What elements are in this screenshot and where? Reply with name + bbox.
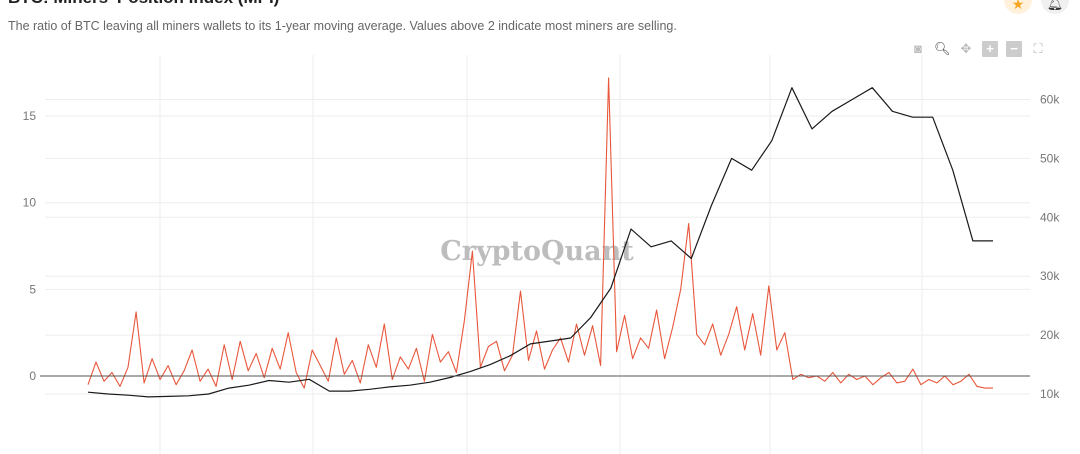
- bell-icon: 🔔︎: [1046, 0, 1064, 11]
- chart-subtitle: The ratio of BTC leaving all miners wall…: [8, 19, 677, 33]
- right-tick-label: 30k: [1040, 269, 1060, 283]
- chart-toolbar: ◙ 🔍︎ ✥ + − ⛶: [910, 41, 1046, 57]
- mpi-series-line: [87, 77, 993, 389]
- star-icon: ★: [1011, 0, 1025, 12]
- autoscale-icon[interactable]: ⛶: [1033, 41, 1043, 56]
- right-tick-label: 60k: [1040, 93, 1060, 107]
- pan-icon[interactable]: ✥: [960, 41, 972, 56]
- camera-icon[interactable]: ◙: [914, 41, 922, 56]
- right-tick-label: 50k: [1040, 151, 1060, 165]
- left-tick-label: 5: [29, 282, 36, 296]
- right-tick-label: 40k: [1040, 210, 1060, 224]
- left-tick-label: 10: [23, 196, 37, 210]
- chart-title: BTC: Miners' Position Index (MPI): [8, 0, 279, 8]
- left-tick-label: 15: [23, 109, 37, 123]
- right-tick-label: 20k: [1040, 328, 1060, 342]
- right-tick-label: 10k: [1040, 387, 1060, 401]
- watermark: CryptoQuant: [440, 236, 634, 267]
- zoom-out-icon[interactable]: −: [1006, 41, 1022, 57]
- zoom-in-icon[interactable]: +: [982, 41, 998, 57]
- zoom-icon[interactable]: 🔍︎: [934, 41, 951, 56]
- btc-price-series-line: [87, 87, 993, 398]
- favorite-button[interactable]: ★: [1004, 0, 1032, 14]
- left-tick-label: 0: [29, 369, 36, 383]
- alert-button[interactable]: 🔔︎: [1041, 0, 1069, 14]
